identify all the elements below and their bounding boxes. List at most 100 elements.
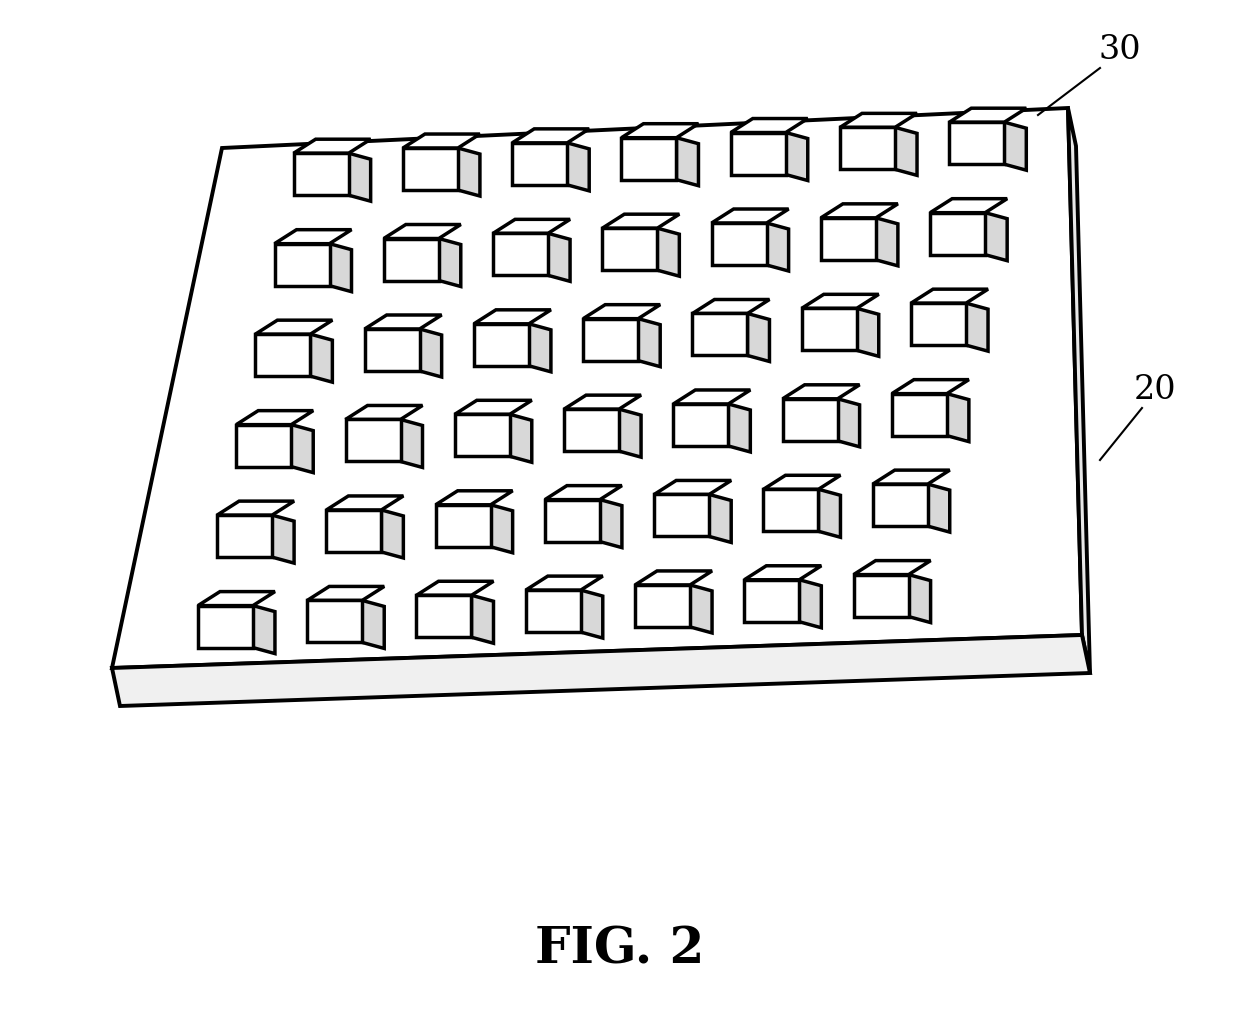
Polygon shape — [255, 334, 310, 376]
Polygon shape — [365, 329, 419, 370]
Polygon shape — [839, 114, 918, 127]
Polygon shape — [401, 419, 423, 467]
Polygon shape — [198, 606, 253, 648]
Polygon shape — [677, 137, 698, 186]
Polygon shape — [548, 233, 570, 282]
Polygon shape — [310, 334, 332, 382]
Polygon shape — [728, 404, 750, 452]
Polygon shape — [294, 139, 371, 153]
Polygon shape — [600, 499, 622, 548]
Polygon shape — [657, 228, 680, 277]
Polygon shape — [655, 494, 709, 537]
Polygon shape — [619, 409, 641, 457]
Polygon shape — [291, 424, 314, 473]
Polygon shape — [403, 148, 458, 190]
Polygon shape — [621, 137, 677, 180]
Polygon shape — [821, 204, 898, 218]
Polygon shape — [911, 303, 966, 345]
Polygon shape — [712, 223, 766, 265]
Polygon shape — [875, 218, 898, 266]
Polygon shape — [603, 215, 680, 228]
Polygon shape — [621, 124, 698, 137]
Polygon shape — [947, 393, 968, 442]
Polygon shape — [435, 491, 512, 505]
Polygon shape — [782, 398, 837, 441]
Polygon shape — [950, 122, 1004, 164]
Polygon shape — [384, 238, 439, 281]
Polygon shape — [802, 309, 857, 350]
Polygon shape — [255, 320, 332, 334]
Polygon shape — [892, 393, 947, 436]
Text: FIG. 2: FIG. 2 — [536, 926, 704, 974]
Polygon shape — [712, 209, 789, 223]
Polygon shape — [544, 499, 600, 542]
Polygon shape — [494, 233, 548, 276]
Polygon shape — [544, 486, 622, 499]
Polygon shape — [837, 398, 859, 447]
Polygon shape — [635, 571, 712, 585]
Polygon shape — [417, 595, 471, 638]
Polygon shape — [417, 581, 494, 595]
Polygon shape — [966, 303, 988, 351]
Polygon shape — [744, 566, 821, 580]
Polygon shape — [782, 385, 859, 398]
Polygon shape — [673, 404, 728, 446]
Polygon shape — [272, 515, 294, 563]
Polygon shape — [895, 127, 918, 175]
Polygon shape — [928, 484, 950, 533]
Polygon shape — [326, 496, 403, 510]
Polygon shape — [526, 576, 603, 590]
Polygon shape — [930, 199, 1007, 213]
Polygon shape — [911, 289, 988, 303]
Polygon shape — [853, 575, 909, 616]
Polygon shape — [494, 220, 570, 233]
Polygon shape — [930, 213, 985, 255]
Polygon shape — [639, 319, 660, 366]
Polygon shape — [748, 314, 770, 361]
Polygon shape — [237, 424, 291, 466]
Polygon shape — [635, 585, 689, 626]
Polygon shape — [744, 580, 800, 621]
Polygon shape — [529, 324, 551, 372]
Polygon shape — [471, 595, 494, 643]
Polygon shape — [1004, 122, 1027, 170]
Polygon shape — [348, 153, 371, 201]
Polygon shape — [909, 575, 930, 622]
Polygon shape — [403, 134, 480, 148]
Polygon shape — [583, 304, 660, 319]
Polygon shape — [857, 309, 879, 356]
Polygon shape — [730, 132, 786, 174]
Polygon shape — [873, 471, 950, 484]
Polygon shape — [362, 601, 384, 648]
Polygon shape — [583, 319, 639, 360]
Polygon shape — [802, 294, 879, 309]
Polygon shape — [655, 481, 732, 494]
Polygon shape — [818, 489, 841, 538]
Polygon shape — [692, 314, 748, 355]
Polygon shape — [892, 380, 968, 393]
Polygon shape — [764, 476, 841, 489]
Polygon shape — [512, 142, 567, 185]
Polygon shape — [491, 505, 512, 553]
Polygon shape — [786, 132, 807, 181]
Polygon shape — [455, 400, 532, 414]
Polygon shape — [821, 218, 875, 260]
Polygon shape — [237, 411, 314, 424]
Text: 20: 20 — [1133, 374, 1177, 406]
Polygon shape — [603, 228, 657, 270]
Polygon shape — [567, 142, 589, 191]
Polygon shape — [382, 510, 403, 558]
Text: 30: 30 — [1099, 34, 1141, 66]
Polygon shape — [800, 580, 821, 627]
Polygon shape — [673, 390, 750, 404]
Polygon shape — [384, 225, 461, 238]
Polygon shape — [689, 585, 712, 633]
Polygon shape — [564, 395, 641, 409]
Polygon shape — [839, 127, 895, 169]
Polygon shape — [346, 406, 423, 419]
Polygon shape — [455, 414, 510, 456]
Polygon shape — [474, 310, 551, 324]
Polygon shape — [274, 230, 351, 244]
Polygon shape — [346, 419, 401, 461]
Polygon shape — [950, 108, 1027, 122]
